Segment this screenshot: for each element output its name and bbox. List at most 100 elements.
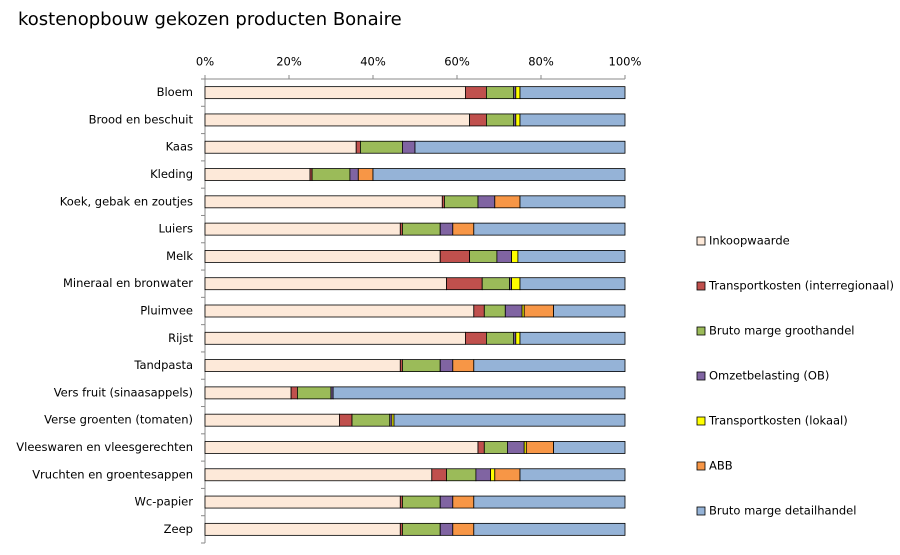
bar-segment (338, 413, 353, 427)
legend-label: ABB (709, 459, 733, 473)
bar-segment (506, 441, 525, 454)
bar-segment (452, 522, 475, 536)
bar-segment (504, 304, 523, 318)
bar-segment (519, 195, 626, 209)
bar-segment (439, 522, 454, 536)
bar-segment (515, 113, 521, 127)
chart-title: kostenopbouw gekozen producten Bonaire (18, 9, 402, 30)
bar-segment (204, 140, 357, 154)
y-tick-label: Tandpasta (133, 358, 193, 372)
bar-segment (204, 222, 401, 236)
legend-label: Bruto marge detailhandel (709, 504, 856, 518)
y-tick-label: Koek, gebak en zoutjes (60, 194, 193, 208)
bar-segment (357, 168, 374, 181)
legend-label: Transportkosten (interregionaal) (708, 279, 894, 293)
bar-segment (355, 140, 361, 154)
bar-segment (204, 441, 479, 454)
bar-segment (477, 195, 496, 209)
y-tick-label: Vleeswaren en vleesgerechten (16, 440, 193, 454)
bar-segment (204, 413, 340, 427)
bar-segment (439, 495, 454, 509)
bar-segment (439, 359, 454, 372)
bar-segment (204, 277, 447, 291)
bar-segment (311, 168, 351, 181)
bar-segment (523, 304, 555, 318)
bar-segment (439, 222, 454, 236)
bar-segment (515, 86, 521, 100)
bar-segment (393, 413, 626, 427)
bar-segment (464, 331, 487, 345)
bar-segment (204, 359, 401, 372)
bar-segment (401, 140, 416, 154)
bar-segment (204, 495, 401, 509)
bar-segment (519, 468, 626, 482)
bar-segment (525, 441, 554, 454)
y-tick-label: Brood en beschuit (89, 112, 194, 126)
bar-segment (349, 168, 359, 181)
bar-segment (204, 522, 401, 536)
bar-segment (204, 386, 292, 400)
bar-segment (477, 441, 485, 454)
y-tick-label: Luiers (159, 222, 193, 236)
y-tick-label: Wc-papier (135, 495, 194, 509)
y-tick-label: Rijst (168, 331, 193, 345)
bar-segment (431, 468, 447, 482)
y-tick-label: Zeep (164, 522, 193, 536)
bar-segment (439, 250, 471, 263)
bar-segment (204, 250, 441, 263)
bar-segment (401, 522, 441, 536)
bar-segment (519, 86, 626, 100)
bar-segment (446, 468, 477, 482)
bar-segment (204, 331, 466, 345)
bar-segment (519, 277, 626, 291)
bar-segment (464, 86, 487, 100)
y-tick-label: Vruchten en groentesappen (32, 467, 193, 481)
bar-segment (490, 468, 496, 482)
bar-segment (204, 304, 475, 318)
bar-segment (452, 359, 475, 372)
bar-segment (553, 304, 626, 318)
bar-segment (475, 468, 491, 482)
bar-segment (473, 495, 626, 509)
bar-segment (494, 468, 521, 482)
bar-segment (469, 113, 487, 127)
y-tick-label: Verse groenten (tomaten) (44, 413, 193, 427)
bar-segment (332, 386, 626, 400)
bar-segment (401, 359, 441, 372)
bar-segment (515, 331, 521, 345)
bar-segment (485, 113, 515, 127)
bar-segment (494, 195, 521, 209)
y-tick-label: Bloem (157, 85, 193, 99)
bar-segment (519, 113, 626, 127)
y-tick-label: Melk (166, 249, 193, 263)
bar-segment (401, 222, 441, 236)
bar-segment (511, 277, 521, 291)
bar-segment (473, 522, 626, 536)
legend-swatch (696, 506, 706, 516)
y-tick-label: Kleding (150, 167, 193, 181)
y-tick-label: Pluimvee (140, 304, 193, 318)
legend-swatch (696, 461, 706, 471)
x-tick-label: 40% (360, 55, 386, 69)
bar-segment (483, 304, 506, 318)
bar-segment (401, 495, 441, 509)
legend-swatch (696, 416, 706, 426)
bar-segment (517, 250, 626, 263)
bar-segment (485, 331, 515, 345)
legend-label: Omzetbelasting (OB) (709, 369, 829, 383)
bar-segment (481, 277, 510, 291)
bar-segment (553, 441, 626, 454)
bar-segment (290, 386, 298, 400)
legend-swatch (696, 236, 706, 246)
legend-swatch (696, 281, 706, 291)
bar-segment (204, 468, 433, 482)
bar-segment (519, 331, 626, 345)
bar-segment (351, 413, 391, 427)
bar-segment (496, 250, 512, 263)
bar-segment (511, 250, 519, 263)
y-tick-label: Kaas (166, 140, 193, 154)
bar-segment (204, 86, 466, 100)
bar-segment (443, 195, 479, 209)
bar-segment (469, 250, 498, 263)
y-tick-label: Mineraal en bronwater (63, 276, 193, 290)
